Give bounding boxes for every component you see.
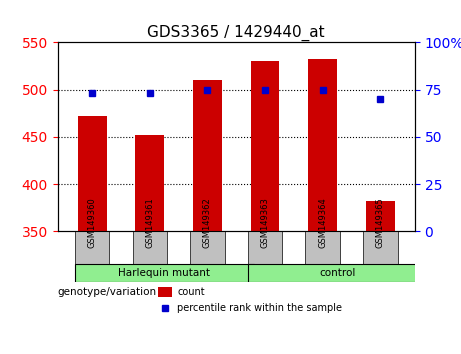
FancyBboxPatch shape bbox=[75, 231, 110, 264]
Bar bbox=[136, 135, 164, 231]
Text: GSM149360: GSM149360 bbox=[88, 197, 97, 248]
FancyBboxPatch shape bbox=[190, 231, 225, 264]
Text: GSM149364: GSM149364 bbox=[318, 197, 327, 248]
Text: count: count bbox=[177, 287, 205, 297]
FancyBboxPatch shape bbox=[306, 231, 340, 264]
Text: percentile rank within the sample: percentile rank within the sample bbox=[177, 303, 343, 313]
Text: GSM149363: GSM149363 bbox=[260, 197, 270, 248]
Bar bbox=[158, 287, 172, 297]
Text: control: control bbox=[319, 268, 355, 278]
Bar bbox=[193, 80, 222, 231]
Text: GSM149361: GSM149361 bbox=[145, 197, 154, 248]
FancyBboxPatch shape bbox=[133, 231, 167, 264]
Text: genotype/variation: genotype/variation bbox=[58, 286, 157, 297]
FancyBboxPatch shape bbox=[75, 264, 254, 281]
Bar bbox=[366, 201, 395, 231]
Bar bbox=[308, 58, 337, 231]
Text: GSM149365: GSM149365 bbox=[376, 197, 385, 248]
FancyBboxPatch shape bbox=[248, 231, 282, 264]
FancyBboxPatch shape bbox=[363, 231, 397, 264]
Bar bbox=[251, 61, 279, 231]
Bar bbox=[78, 116, 106, 231]
Text: Harlequin mutant: Harlequin mutant bbox=[118, 268, 210, 278]
Text: GSM149362: GSM149362 bbox=[203, 197, 212, 248]
FancyBboxPatch shape bbox=[248, 264, 426, 281]
Title: GDS3365 / 1429440_at: GDS3365 / 1429440_at bbox=[148, 25, 325, 41]
